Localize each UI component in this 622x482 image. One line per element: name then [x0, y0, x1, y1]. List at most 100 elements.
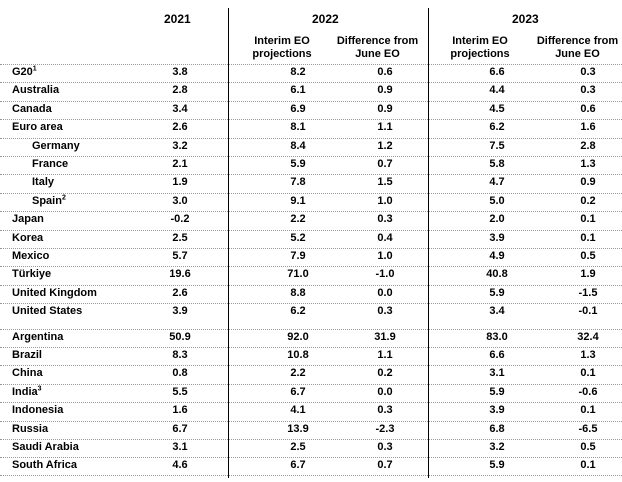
- cell-d2023: 0.3: [580, 84, 596, 97]
- cell-i2023: 3.4: [489, 305, 505, 318]
- divider-2022-2023: [428, 8, 429, 478]
- cell-d2022: 1.1: [377, 121, 393, 134]
- cell-i2022: 13.9: [287, 422, 309, 435]
- divider-2021-2022: [228, 8, 229, 478]
- cell-i2023: 4.4: [489, 84, 505, 97]
- cell-v2021: -0.2: [170, 213, 190, 226]
- cell-v2021: 3.1: [172, 441, 188, 453]
- cell-i2022: 2.2: [290, 213, 306, 226]
- cell-d2022: 0.2: [377, 367, 393, 380]
- cell-i2022: 4.1: [290, 404, 306, 417]
- header-2022: 2022: [312, 12, 339, 26]
- country-label: India3: [12, 385, 42, 398]
- cell-v2021: 2.6: [172, 286, 188, 299]
- cell-i2022: 71.0: [287, 268, 309, 281]
- cell-d2023: 1.3: [580, 349, 596, 361]
- cell-i2023: 3.9: [489, 231, 505, 244]
- cell-i2023: 4.9: [489, 250, 505, 262]
- cell-d2023: 0.5: [580, 250, 596, 262]
- country-label: Indonesia: [12, 404, 64, 417]
- cell-i2022: 2.5: [290, 441, 306, 453]
- cell-d2022: 0.0: [377, 385, 393, 398]
- subheader-interim-2023: Interim EO projections: [450, 35, 510, 60]
- cell-i2023: 4.7: [489, 176, 505, 189]
- row-separator: [0, 156, 622, 158]
- country-label: Italy: [32, 176, 55, 189]
- cell-d2023: 1.3: [580, 158, 596, 170]
- country-label: Canada: [12, 102, 52, 115]
- subheader-interim-2022: Interim EO projections: [252, 35, 312, 60]
- cell-i2023: 3.9: [489, 404, 505, 417]
- cell-d2023: 0.1: [580, 367, 596, 380]
- row-separator: [0, 192, 622, 195]
- cell-d2022: -1.0: [375, 268, 395, 281]
- cell-d2022: 1.1: [377, 349, 393, 361]
- country-label: China: [12, 367, 43, 380]
- cell-i2022: 92.0: [287, 330, 309, 343]
- cell-d2023: 0.1: [580, 231, 596, 244]
- cell-i2023: 40.8: [486, 268, 508, 281]
- cell-i2023: 2.0: [489, 213, 505, 226]
- cell-i2022: 5.9: [290, 158, 306, 170]
- cell-v2021: 3.0: [172, 194, 188, 207]
- row-separator: [0, 439, 622, 441]
- cell-i2022: 9.1: [290, 194, 306, 207]
- cell-v2021: 4.6: [172, 459, 188, 472]
- cell-d2022: 0.3: [377, 213, 393, 226]
- cell-i2022: 2.2: [290, 367, 306, 380]
- cell-v2021: 1.9: [172, 176, 188, 189]
- country-label: Japan: [12, 213, 44, 226]
- cell-d2022: 0.9: [377, 102, 393, 115]
- cell-i2022: 6.2: [290, 305, 306, 318]
- cell-i2022: 7.8: [290, 176, 306, 189]
- cell-i2023: 7.5: [489, 139, 505, 152]
- row-separator: [0, 303, 622, 305]
- cell-i2023: 6.8: [489, 422, 505, 435]
- cell-i2023: 5.0: [489, 194, 505, 207]
- cell-v2021: 19.6: [169, 268, 191, 281]
- subheader-diff-2022: Difference from June EO: [336, 35, 419, 60]
- cell-d2022: 1.0: [377, 194, 393, 207]
- footnote-marker: 2: [61, 194, 66, 202]
- row-separator: [0, 402, 622, 404]
- country-label: Brazil: [12, 349, 42, 361]
- table-bottom-rule: [0, 475, 622, 477]
- cell-d2022: 0.6: [377, 66, 393, 78]
- cell-i2023: 4.5: [489, 102, 505, 115]
- cell-d2022: 31.9: [374, 330, 396, 343]
- country-label: Mexico: [12, 250, 50, 262]
- row-separator: [0, 383, 622, 386]
- cell-d2022: 0.3: [377, 441, 393, 453]
- cell-d2023: 1.9: [580, 268, 596, 281]
- row-separator: [0, 347, 622, 349]
- cell-v2021: 2.8: [172, 84, 188, 97]
- cell-i2022: 8.4: [290, 139, 306, 152]
- cell-d2023: 0.5: [580, 441, 596, 453]
- row-separator: [0, 284, 622, 287]
- cell-i2023: 5.9: [489, 286, 505, 299]
- country-label: Australia: [12, 84, 60, 97]
- subheader-diff-2023: Difference from June EO: [536, 35, 619, 60]
- cell-v2021: 6.7: [172, 422, 188, 435]
- row-separator: [0, 137, 622, 140]
- country-label: France: [32, 158, 69, 170]
- cell-i2022: 8.8: [290, 286, 306, 299]
- cell-i2022: 8.2: [290, 66, 306, 78]
- country-label: Korea: [12, 231, 44, 244]
- cell-d2022: 1.5: [377, 176, 393, 189]
- cell-d2022: 0.7: [377, 158, 393, 170]
- cell-d2022: 0.3: [377, 404, 393, 417]
- row-separator: [0, 82, 622, 84]
- cell-i2023: 5.9: [489, 459, 505, 472]
- cell-d2022: 0.4: [377, 231, 393, 244]
- country-label: Saudi Arabia: [12, 441, 79, 453]
- row-separator: [0, 248, 622, 250]
- country-label: United Kingdom: [12, 286, 97, 299]
- country-label: Türkiye: [12, 268, 52, 281]
- cell-i2022: 6.9: [290, 102, 306, 115]
- cell-d2022: 0.3: [377, 305, 393, 318]
- cell-i2023: 6.6: [489, 66, 505, 78]
- header-2023: 2023: [512, 12, 539, 26]
- cell-i2022: 10.8: [287, 349, 309, 361]
- cell-i2022: 8.1: [290, 121, 306, 134]
